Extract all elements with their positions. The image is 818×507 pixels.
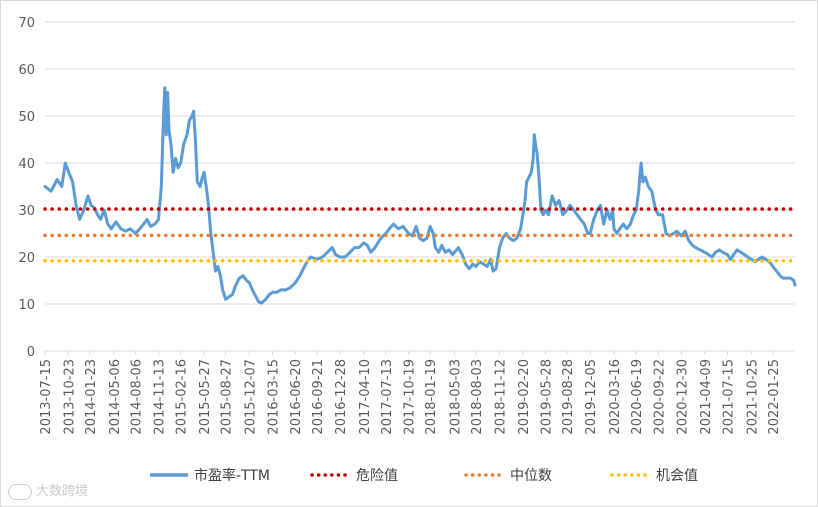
x-tick-label: 2018-05-03 bbox=[448, 359, 463, 435]
y-tick-label: 10 bbox=[18, 298, 35, 313]
x-tick-label: 2019-05-28 bbox=[540, 359, 555, 435]
x-tick-label: 2021-07-15 bbox=[721, 359, 736, 435]
x-tick-label: 2020-03-16 bbox=[608, 359, 623, 435]
y-tick-label: 20 bbox=[18, 251, 35, 266]
x-tick-label: 2020-12-30 bbox=[675, 359, 690, 435]
legend-label: 危险值 bbox=[356, 468, 398, 484]
x-tick-label: 2018-08-03 bbox=[470, 359, 485, 435]
x-tick-label: 2016-03-15 bbox=[266, 359, 281, 435]
legend-label: 机会值 bbox=[656, 468, 698, 484]
y-tick-label: 70 bbox=[18, 16, 35, 31]
x-tick-label: 2017-10-19 bbox=[403, 359, 418, 435]
series-line-pe-ttm bbox=[43, 86, 797, 305]
legend-label: 中位数 bbox=[510, 468, 552, 484]
x-tick-label: 2013-07-15 bbox=[39, 359, 54, 435]
x-tick-label: 2021-10-25 bbox=[745, 359, 760, 435]
x-tick-label: 2015-05-27 bbox=[198, 359, 213, 435]
x-tick-label: 2014-11-13 bbox=[153, 359, 168, 435]
x-tick-label: 2016-12-28 bbox=[334, 359, 349, 435]
x-tick-label: 2022-01-25 bbox=[767, 359, 782, 435]
y-tick-label: 60 bbox=[18, 63, 35, 78]
watermark-logo-icon bbox=[8, 483, 32, 500]
x-tick-label: 2021-04-09 bbox=[699, 359, 714, 435]
x-tick-label: 2014-05-06 bbox=[108, 359, 123, 435]
x-tick-label: 2020-09-22 bbox=[652, 359, 667, 435]
y-tick-label: 30 bbox=[18, 204, 35, 219]
y-tick-label: 0 bbox=[27, 345, 35, 360]
x-tick-label: 2018-01-19 bbox=[424, 359, 439, 435]
x-tick-label: 2017-04-10 bbox=[358, 359, 373, 435]
x-tick-label: 2016-06-20 bbox=[289, 359, 304, 435]
x-tick-label: 2015-08-27 bbox=[220, 359, 235, 435]
x-tick-label: 2014-01-23 bbox=[84, 359, 99, 435]
x-tick-label: 2018-11-12 bbox=[494, 359, 509, 435]
y-tick-label: 40 bbox=[18, 157, 35, 172]
x-tick-label: 2015-12-07 bbox=[243, 359, 258, 435]
x-tick-label: 2015-02-16 bbox=[175, 359, 190, 435]
x-tick-label: 2020-06-19 bbox=[630, 359, 645, 435]
watermark-text: 大数跨境 bbox=[36, 484, 89, 499]
x-tick-label: 2017-07-13 bbox=[380, 359, 395, 435]
x-tick-label: 2016-09-21 bbox=[311, 359, 326, 435]
y-tick-label: 50 bbox=[18, 110, 35, 125]
legend-label: 市盈率-TTM bbox=[194, 467, 270, 484]
x-tick-label: 2014-08-06 bbox=[129, 359, 144, 435]
x-tick-label: 2019-02-20 bbox=[517, 359, 532, 435]
x-tick-label: 2013-10-23 bbox=[62, 359, 77, 435]
x-tick-label: 2019-08-28 bbox=[561, 359, 576, 435]
x-tick-label: 2019-12-05 bbox=[584, 359, 599, 435]
watermark: 大数跨境 bbox=[8, 480, 88, 500]
